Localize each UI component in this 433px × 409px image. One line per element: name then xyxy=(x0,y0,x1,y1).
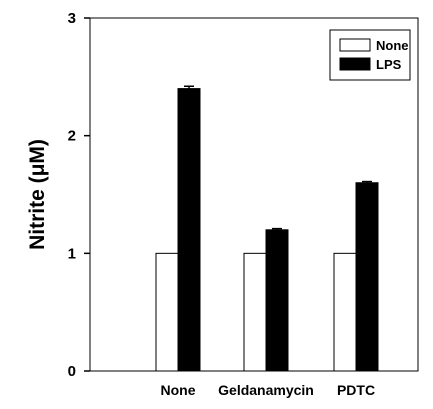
legend: None LPS xyxy=(329,29,411,81)
y-axis-title: Nitrite (μM) xyxy=(26,139,49,250)
bar-none-none xyxy=(155,252,179,372)
y-tick-label: 2 xyxy=(68,128,76,145)
x-category-label: PDTC xyxy=(337,382,375,398)
y-tick-label: 3 xyxy=(68,10,76,27)
x-category-label: None xyxy=(161,382,196,398)
legend-swatch-none xyxy=(339,38,371,52)
bars xyxy=(155,85,379,372)
legend-label-none: None xyxy=(376,38,409,53)
bar-lps-geldanamycin xyxy=(265,229,289,372)
labels: None Geldanamycin PDTC xyxy=(161,382,376,398)
bar-none-geldanamycin xyxy=(243,252,267,372)
y-tick-label: 0 xyxy=(68,363,76,380)
bar-lps-pdtc xyxy=(355,182,379,372)
bar-none-pdtc xyxy=(333,252,357,372)
legend-swatch-lps xyxy=(339,57,371,71)
x-category-label: Geldanamycin xyxy=(218,382,314,398)
y-tick-label: 1 xyxy=(68,245,76,262)
legend-label-lps: LPS xyxy=(376,57,402,72)
bar-lps-none xyxy=(177,88,201,372)
legend-box xyxy=(329,29,411,81)
